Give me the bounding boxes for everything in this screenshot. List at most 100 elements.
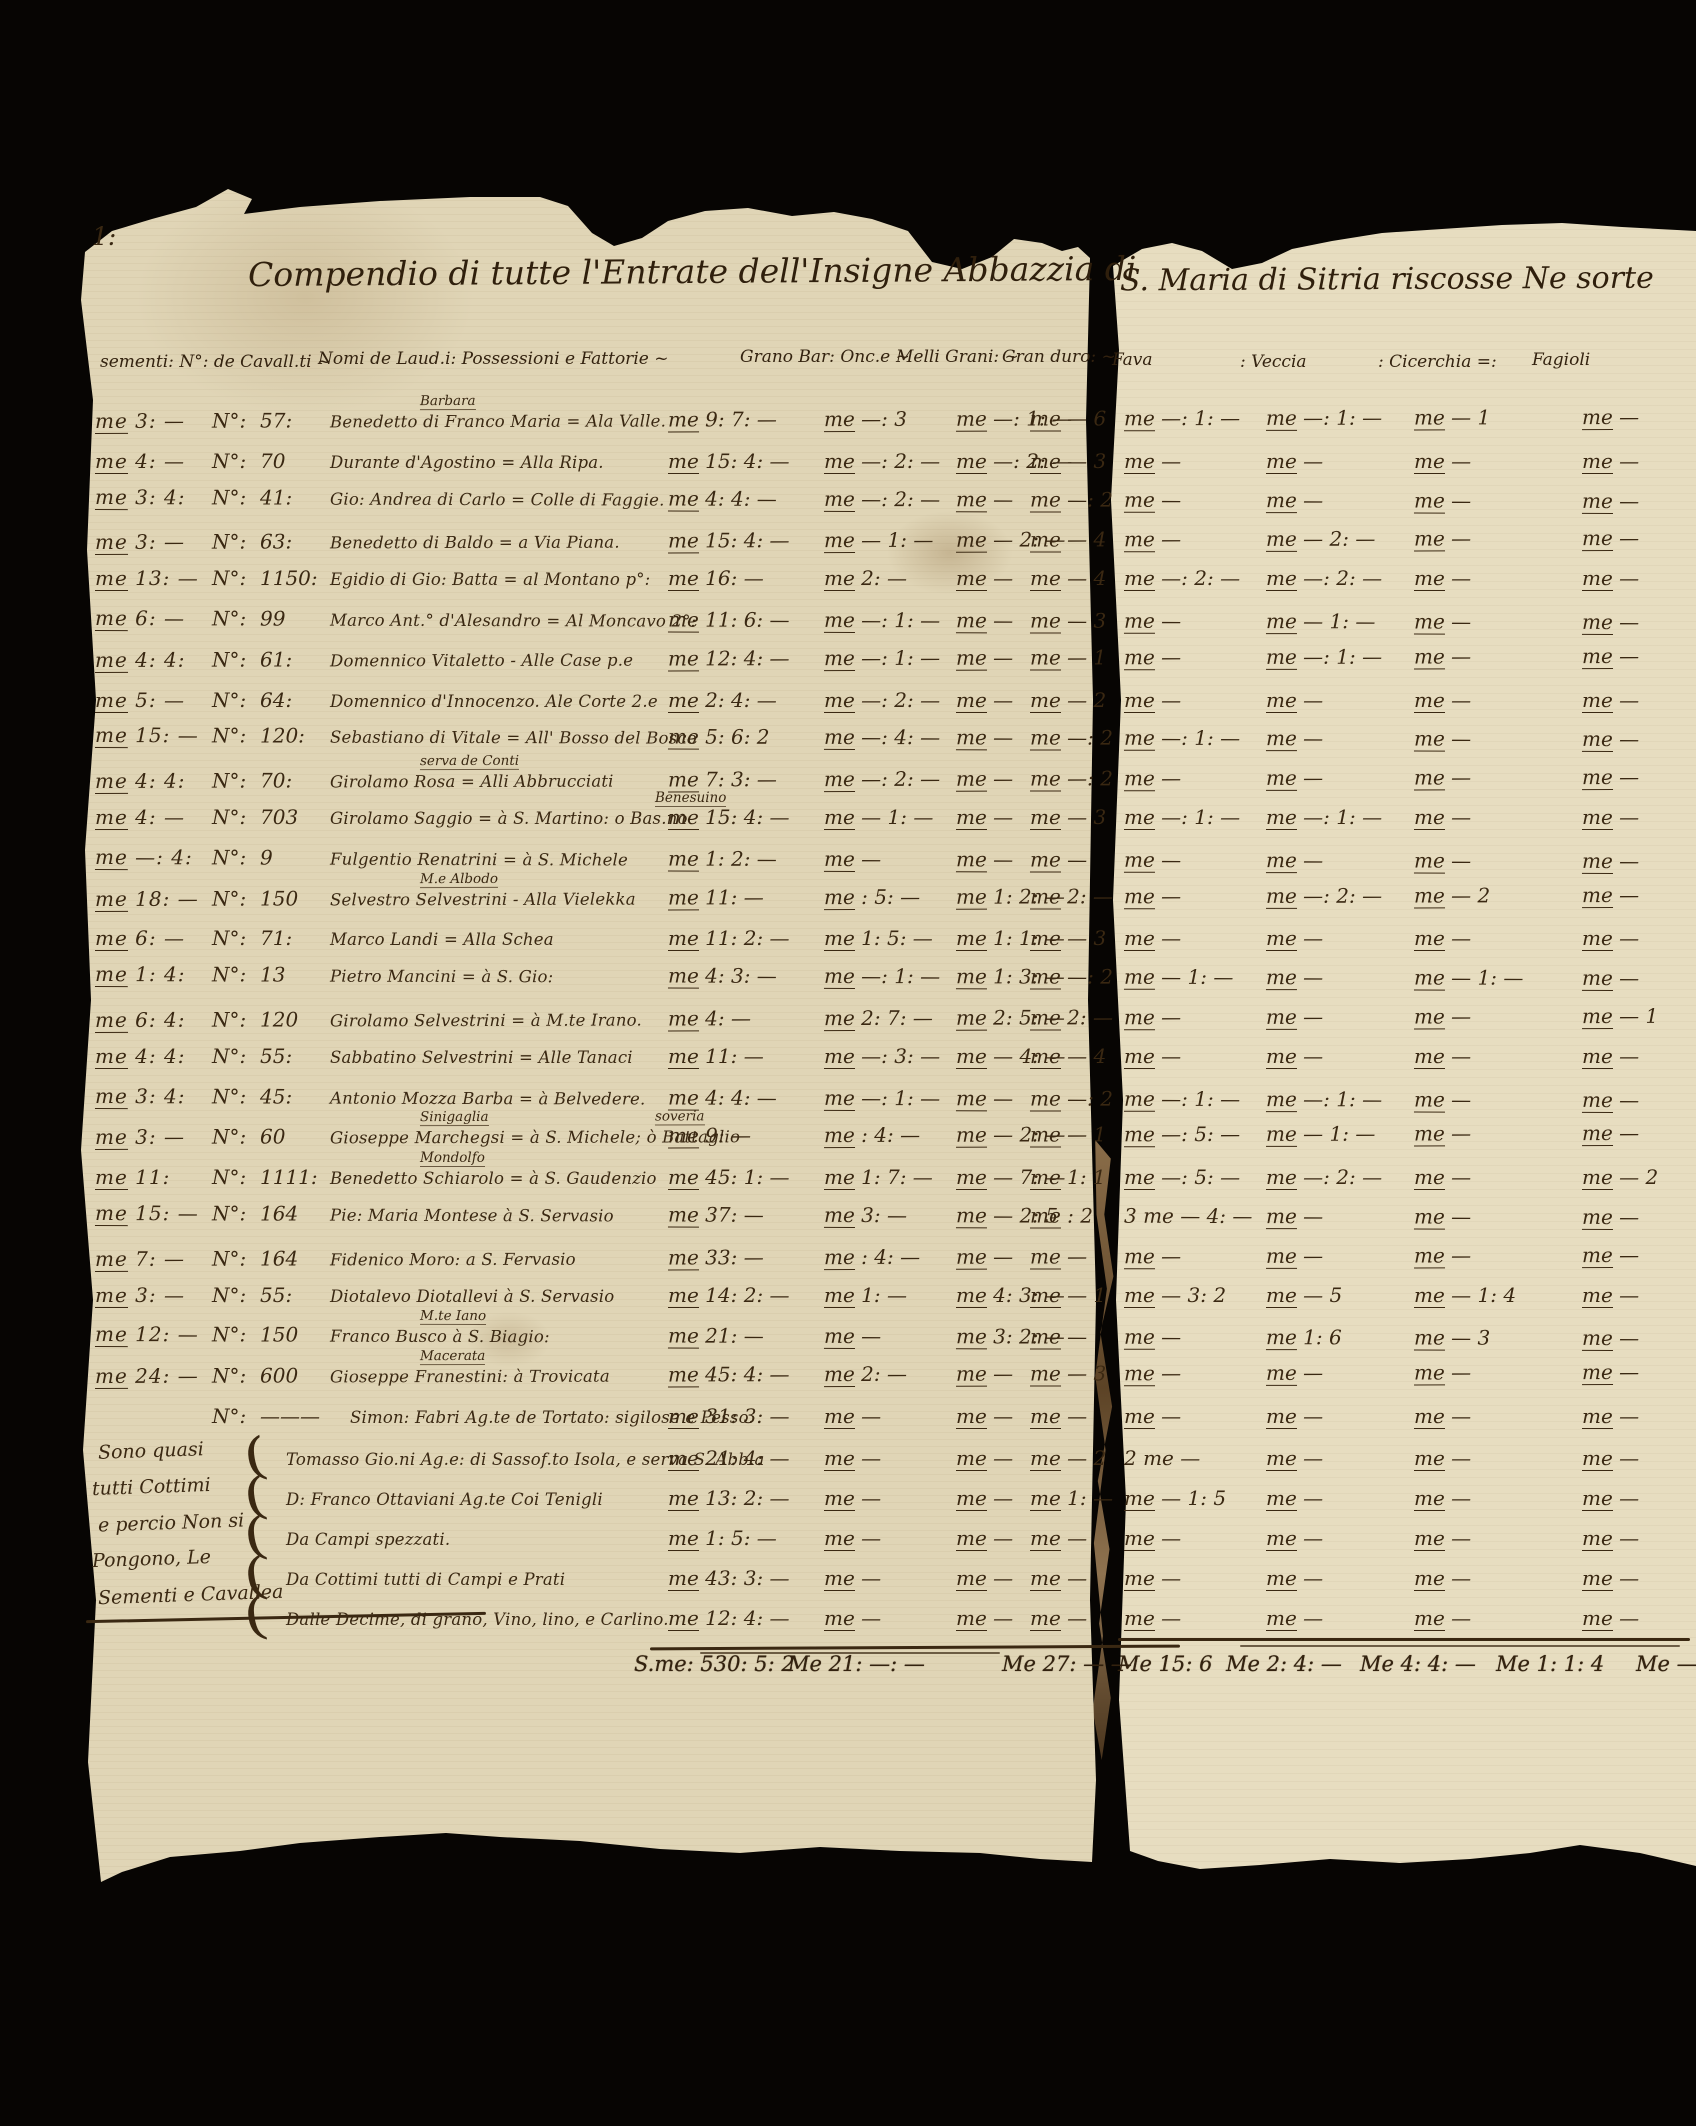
cell-sementi: me 6: — — [94, 606, 186, 632]
row-annotation: serva de Conti — [419, 753, 520, 771]
cell-grano: me 45: 4: — — [667, 1362, 790, 1388]
cell-fava: me — 3 — [1029, 1361, 1107, 1387]
cell-grano: me 4: 3: — — [667, 963, 777, 989]
cell-grano: me 11: — — [667, 884, 764, 911]
cell-veccia: me — — [1124, 1043, 1182, 1069]
cell-fagioli: me — — [1413, 1004, 1472, 1030]
cell-fagioli: me — — [1414, 1446, 1472, 1471]
cell-grano: me 21: 4: — — [668, 1446, 790, 1471]
cell-col4: me — — [1582, 1446, 1640, 1471]
cell-name-location: Selvestro Selvestrini - Alla Vielekka — [329, 889, 636, 909]
cell-col4: me — — [1581, 727, 1640, 753]
cell-veccia: me — — [1123, 1361, 1182, 1387]
cell-numero-label: N°: — [211, 723, 247, 748]
ledger-row: me 24: — N°: 600 Gioseppe Franestini: à Tro… — [0, 1348, 1696, 1398]
cell-cicerchia: me —: 1: — — [1265, 644, 1383, 670]
cell-col4: me — — [1582, 1404, 1640, 1429]
cell-melli-grani: me —: 1: — — [823, 607, 941, 634]
cell-gran-duro: me — — [955, 1361, 1014, 1387]
page-title-right: S. Maria di Sitria riscosse Ne sorte — [1119, 260, 1654, 299]
folio-mark: 1: — [92, 222, 117, 251]
cell-gran-duro: me — — [956, 1566, 1014, 1591]
cell-sementi: me 3: — — [94, 1125, 186, 1151]
cell-numero-label: N°: — [211, 647, 247, 672]
ledger-row: me 4: — N°: 703 Girolamo Saggio = à S. Mart… — [0, 790, 1696, 839]
cell-numero-label: N°: — [211, 768, 247, 793]
cell-gran-duro: me — — [955, 725, 1014, 751]
cell-laude-number: 60 — [259, 1124, 286, 1149]
cell-cicerchia: me —: 2: — — [1266, 566, 1383, 592]
cell-numero-label: N°: — [212, 1282, 247, 1307]
cell-cicerchia: me — 1: — — [1265, 609, 1376, 635]
cell-gran-duro: me — — [955, 1244, 1014, 1270]
row-annotation-2: Benesuino — [655, 790, 727, 807]
footer-label: Da Cottimi tutti di Campi e Prati — [286, 1570, 566, 1589]
total-melli: Me 21: —: — — [788, 1652, 925, 1676]
cell-veccia: 3 me — 4: — — [1123, 1203, 1253, 1229]
cell-cicerchia: me —: 1: — — [1266, 805, 1383, 830]
cell-cicerchia: me — — [1265, 487, 1324, 513]
cell-gran-duro: me — — [956, 1526, 1014, 1551]
cell-melli-grani: me 1: — — [824, 1282, 907, 1308]
cell-fava: me 1: 1 — [1030, 1165, 1106, 1191]
cell-col4: me — — [1581, 848, 1640, 874]
cell-name-location: Benedetto di Franco Maria = Ala Valle. — [329, 411, 667, 432]
cell-laude-number: 70: — [259, 768, 293, 793]
row-annotation: M.e Albodo — [419, 870, 498, 888]
cell-fava: me — 1 — [1029, 1122, 1107, 1148]
cell-melli-grani: me 2: 7: — — [823, 1005, 933, 1032]
cell-col4: me — — [1581, 1204, 1640, 1231]
ledger-row: me 3: — N°: 57: Benedetto di Franco Maria =… — [0, 392, 1696, 443]
cell-fava: me — — [1030, 1606, 1088, 1631]
ledger-row: me 13: — N°: 1150: Egidio di Gio: Batta = a… — [0, 560, 1696, 600]
cell-melli-grani: me —: 2: — — [824, 687, 941, 713]
cell-numero-label: N°: — [212, 1043, 247, 1068]
cell-fava: me —: 2 — [1029, 1086, 1114, 1112]
cell-melli-grani: me 1: 5: — — [824, 926, 933, 952]
cell-fagioli: me — — [1414, 687, 1472, 713]
cell-laude-number: 64: — [260, 687, 293, 712]
cell-sementi: me 15: — — [94, 1201, 199, 1227]
cell-sementi: me 3: 4: — [94, 484, 186, 510]
cell-gran-duro: me — — [956, 1446, 1014, 1471]
cell-cicerchia: me 1: 6 — [1265, 1325, 1342, 1351]
ledger-row: N°: ——— Simon: Fabri Ag.te de Tortato: sig… — [0, 1398, 1696, 1438]
cell-fagioli: me — 1: — — [1413, 965, 1524, 991]
total-gran-duro: Me 27: — — — [1002, 1652, 1132, 1676]
cell-sementi: me 13: — — [95, 566, 199, 592]
cell-col4: me — — [1581, 882, 1640, 908]
cell-melli-grani: me — — [824, 1526, 882, 1551]
cell-grano: me 13: 2: — — [668, 1486, 790, 1511]
cell-fagioli: me — 1 — [1413, 405, 1491, 431]
cell-sementi: me 3: — — [94, 408, 186, 434]
cell-fava: me — 1 — [1030, 1282, 1107, 1308]
cell-grano: me 1: 2: — — [667, 846, 777, 872]
footer-label: Da Campi spezzati. — [286, 1530, 451, 1549]
cell-cicerchia: me — — [1266, 1566, 1324, 1591]
cell-col4: me — 2 — [1582, 1165, 1659, 1191]
footer-row: (Dalle Decime, di grano, Vino, lino, e C… — [0, 1586, 1696, 1645]
cell-veccia: me — — [1123, 527, 1182, 553]
cell-sementi: me 24: — — [94, 1363, 199, 1390]
ledger-row: me 7: — N°: 164 Fidenico Moro: a S. Fervasi… — [0, 1237, 1696, 1281]
cell-veccia: me — — [1123, 766, 1182, 792]
cell-laude-number: 120 — [259, 1007, 299, 1032]
cell-fava: me — 6 — [1029, 406, 1107, 432]
cell-name-location: Pietro Mancini = à S. Gio: — [329, 966, 554, 987]
cell-col4: me — — [1582, 687, 1640, 713]
cell-gran-duro: me — — [955, 486, 1014, 512]
cell-melli-grani: me — — [823, 846, 882, 872]
cell-cicerchia: me — 5 — [1266, 1282, 1343, 1308]
cell-fagioli: me — — [1414, 1606, 1472, 1631]
cell-numero-label: N°: — [212, 1165, 247, 1190]
cell-grano: me 4: — — [667, 1006, 752, 1032]
ledger-row: me 4: — N°: 70 Durante d'Agostino = Alla Ri… — [0, 443, 1696, 483]
ledger-row: me 6: — N°: 71: Marco Landi = Alla Schea me … — [0, 920, 1696, 960]
cell-melli-grani: me — — [824, 1446, 882, 1471]
cell-grano: me 45: 1: — — [668, 1165, 790, 1191]
cell-gran-duro: me — — [955, 1085, 1014, 1111]
cell-numero-label: N°: — [211, 1124, 247, 1150]
cell-veccia: me —: 1: — — [1123, 726, 1241, 752]
cell-numero-label: N°: — [211, 1246, 247, 1271]
cell-sementi: me 15: — — [94, 723, 199, 749]
